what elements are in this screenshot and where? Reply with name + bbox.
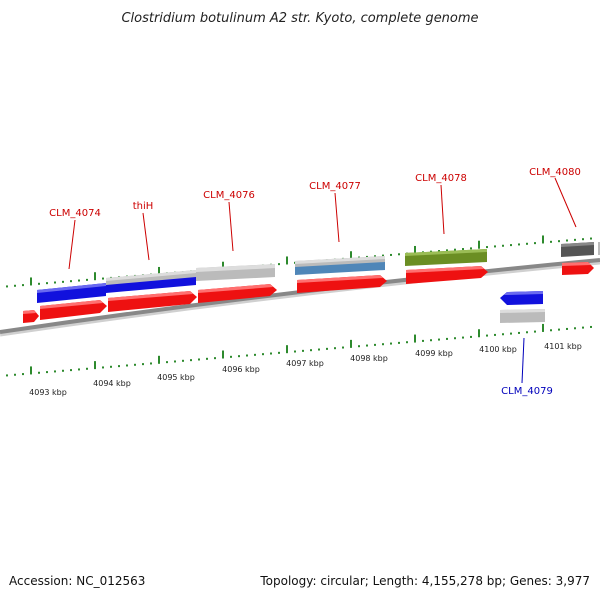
gene-label-clm-4077[interactable]: CLM_4077 xyxy=(309,181,361,192)
position-tick-labels: 4093 kbp 4094 kbp 4095 kbp 4096 kbp 4097 kbp… xyxy=(29,342,582,397)
genome-summary-text: Topology: circular; Length: 4,155,278 bp… xyxy=(260,574,590,588)
cds-arrow-thih[interactable] xyxy=(108,291,197,312)
tick-label: 4097 kbp xyxy=(286,359,324,368)
tick-label: 4094 kbp xyxy=(93,379,131,388)
gene-label-clm-4079[interactable]: CLM_4079 xyxy=(501,386,553,397)
feature-track xyxy=(37,242,600,323)
feature-steel-clm4077[interactable] xyxy=(295,262,385,275)
gene-label-clm-4078[interactable]: CLM_4078 xyxy=(415,173,467,184)
feature-grey-clm4079[interactable] xyxy=(500,309,545,323)
map-title: Clostridium botulinum A2 str. Kyoto, com… xyxy=(121,11,478,26)
cds-arrow-partial[interactable] xyxy=(23,310,39,323)
cds-arrow-clm4077[interactable] xyxy=(297,275,387,293)
gene-labels: CLM_4074 thiH CLM_4076 CLM_4077 CLM_4078 CLM_… xyxy=(49,167,581,397)
feature-dark-clm4080[interactable] xyxy=(561,242,594,257)
feature-grey-clm4076[interactable] xyxy=(196,264,275,281)
tick-label: 4099 kbp xyxy=(415,349,453,358)
tick-label: 4101 kbp xyxy=(544,342,582,351)
gene-label-thih[interactable]: thiH xyxy=(133,201,154,212)
feature-blue-clm4074[interactable] xyxy=(37,283,106,303)
tick-label: 4096 kbp xyxy=(222,365,260,374)
gene-label-clm-4076[interactable]: CLM_4076 xyxy=(203,190,255,201)
gene-label-clm-4080[interactable]: CLM_4080 xyxy=(529,167,581,178)
cds-arrow-clm4078[interactable] xyxy=(406,266,488,284)
tick-label: 4100 kbp xyxy=(479,345,517,354)
tick-label: 4098 kbp xyxy=(350,354,388,363)
cds-arrow-clm4076[interactable] xyxy=(198,284,277,303)
feature-blue-thih[interactable] xyxy=(106,277,196,293)
tick-label: 4093 kbp xyxy=(29,388,67,397)
cds-track xyxy=(23,262,594,323)
gene-label-clm-4074[interactable]: CLM_4074 xyxy=(49,208,101,219)
accession-text: Accession: NC_012563 xyxy=(9,574,146,588)
cds-arrow-clm4079-reverse[interactable] xyxy=(500,291,543,305)
cds-arrow-clm4074[interactable] xyxy=(40,300,107,320)
feature-olive-clm4078[interactable] xyxy=(405,249,487,266)
lower-tick-track xyxy=(6,323,592,377)
label-leaders xyxy=(68,177,577,384)
feature-grey-clm4077[interactable] xyxy=(295,256,385,268)
cds-arrow-clm4080[interactable] xyxy=(562,262,594,275)
feature-grey-thih[interactable] xyxy=(106,270,196,287)
tick-label: 4095 kbp xyxy=(157,373,195,382)
